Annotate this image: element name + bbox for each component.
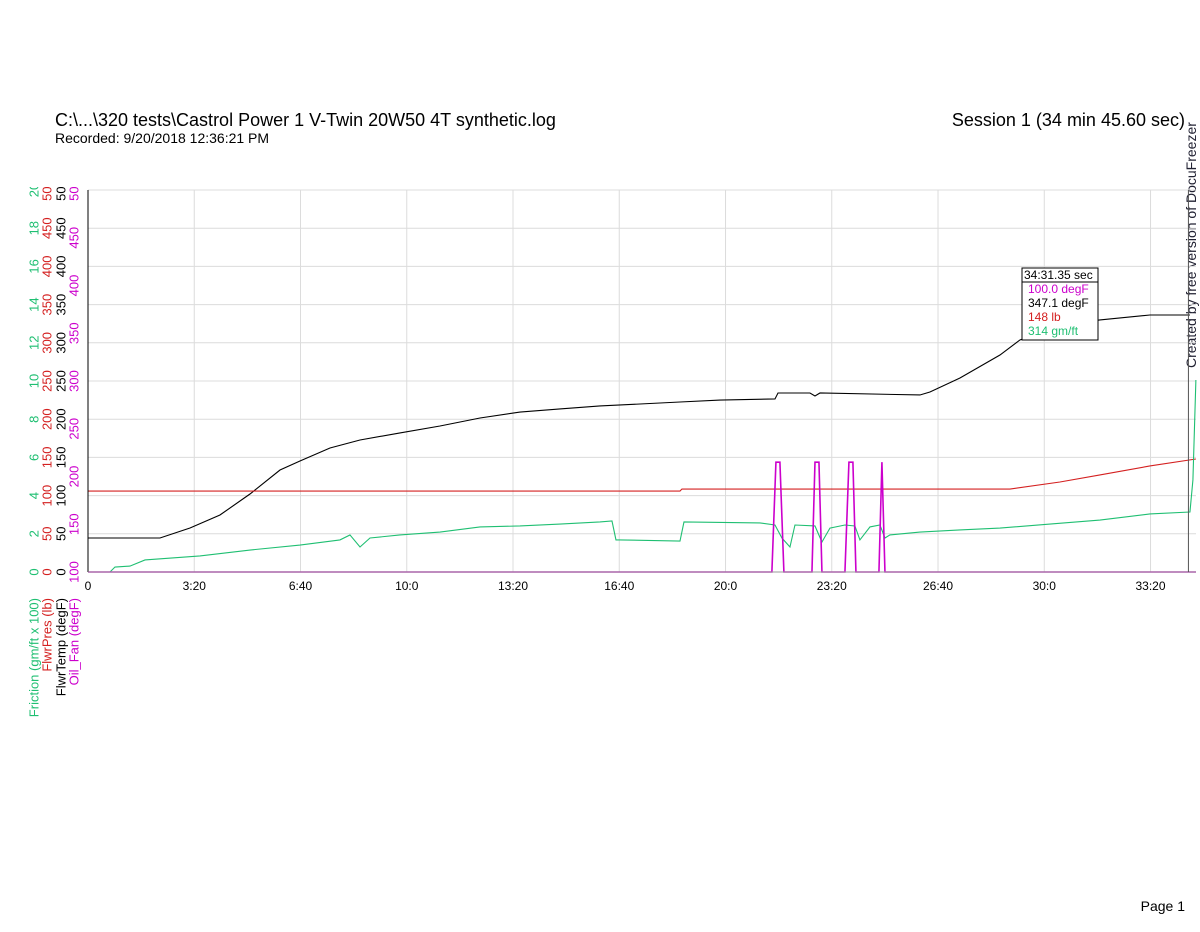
series-line bbox=[88, 458, 1196, 492]
y-tick-label: 300 bbox=[66, 370, 81, 392]
series-line bbox=[88, 380, 1197, 573]
y-tick-label: 100 bbox=[66, 561, 81, 583]
y-axis-title: FlwrPres (lb) bbox=[39, 598, 54, 672]
readout-value: 148 lb bbox=[1028, 310, 1061, 324]
y-tick-labels: 1001502002503003504004505000501001502002… bbox=[26, 179, 81, 583]
y-tick-label: 12 bbox=[26, 336, 41, 350]
grid bbox=[87, 189, 1196, 573]
y-tick-label: 350 bbox=[39, 294, 54, 316]
x-tick-label: 16:40 bbox=[604, 579, 634, 593]
x-tick-label: 13:20 bbox=[498, 579, 528, 593]
y-tick-label: 150 bbox=[39, 447, 54, 469]
y-tick-label: 10 bbox=[26, 374, 41, 388]
readout-value: 314 gm/ft bbox=[1028, 324, 1079, 338]
y-tick-label: 50 bbox=[53, 527, 68, 541]
x-tick-label: 33:20 bbox=[1136, 579, 1166, 593]
y-tick-label: 250 bbox=[39, 370, 54, 392]
series-line bbox=[88, 314, 1190, 539]
y-tick-label: 300 bbox=[39, 332, 54, 354]
y-tick-label: 100 bbox=[53, 485, 68, 507]
y-tick-label: 20 bbox=[26, 183, 41, 197]
readout-value: 347.1 degF bbox=[1028, 296, 1089, 310]
y-tick-label: 2 bbox=[26, 530, 41, 537]
y-tick-label: 100 bbox=[39, 485, 54, 507]
readout-header-box bbox=[1021, 267, 1099, 283]
y-tick-label: 0 bbox=[26, 568, 41, 575]
x-tick-label: 0 bbox=[85, 579, 92, 593]
readout-value: 100.0 degF bbox=[1028, 282, 1089, 296]
y-tick-label: 450 bbox=[53, 217, 68, 239]
x-tick-label: 26:40 bbox=[923, 579, 953, 593]
y-tick-label: 500 bbox=[66, 179, 81, 201]
y-tick-label: 450 bbox=[66, 227, 81, 249]
x-tick-label: 6:40 bbox=[289, 579, 313, 593]
y-tick-label: 400 bbox=[53, 256, 68, 278]
recorded: Recorded: 9/20/2018 12:36:21 PM bbox=[55, 130, 269, 146]
x-tick-label: 10:0 bbox=[395, 579, 419, 593]
y-tick-label: 500 bbox=[53, 179, 68, 201]
y-tick-label: 8 bbox=[26, 416, 41, 423]
y-tick-label: 400 bbox=[39, 256, 54, 278]
y-tick-label: 500 bbox=[39, 179, 54, 201]
y-tick-label: 18 bbox=[26, 221, 41, 235]
watermark: Created by free version of DocuFreezer bbox=[1183, 122, 1199, 368]
x-tick-label: 30:0 bbox=[1033, 579, 1057, 593]
y-tick-label: 300 bbox=[53, 332, 68, 354]
x-tick-label: 20:0 bbox=[714, 579, 738, 593]
y-tick-label: 150 bbox=[66, 513, 81, 535]
y-tick-label: 200 bbox=[39, 408, 54, 430]
series-line bbox=[88, 461, 1196, 573]
y-tick-label: 200 bbox=[53, 408, 68, 430]
y-tick-label: 14 bbox=[26, 297, 41, 311]
y-tick-label: 350 bbox=[53, 294, 68, 316]
y-tick-label: 200 bbox=[66, 466, 81, 488]
y-tick-label: 400 bbox=[66, 275, 81, 297]
y-axis-title: Friction (gm/ft x 100) bbox=[26, 598, 41, 717]
y-tick-label: 350 bbox=[66, 322, 81, 344]
y-tick-label: 250 bbox=[53, 370, 68, 392]
y-tick-label: 150 bbox=[53, 447, 68, 469]
y-tick-label: 0 bbox=[53, 568, 68, 575]
y-tick-label: 4 bbox=[26, 492, 41, 499]
x-tick-label: 3:20 bbox=[183, 579, 207, 593]
y-tick-label: 450 bbox=[39, 217, 54, 239]
readout-time: 34:31.35 sec bbox=[1024, 268, 1093, 282]
y-tick-label: 50 bbox=[39, 527, 54, 541]
y-tick-label: 250 bbox=[66, 418, 81, 440]
log-title: C:\...\320 tests\Castrol Power 1 V-Twin … bbox=[55, 110, 556, 130]
y-axis-title: Oil_Fan (degF) bbox=[66, 598, 81, 685]
x-tick-label: 23:20 bbox=[817, 579, 847, 593]
page-number: Page 1 bbox=[1141, 898, 1186, 914]
y-tick-label: 6 bbox=[26, 454, 41, 461]
overlay: 0 3:20 6:40 10:0 13:20 16:40 20:0 23:20 26:40 30:… bbox=[26, 190, 1196, 717]
y-tick-label: 0 bbox=[39, 568, 54, 575]
y-tick-label: 16 bbox=[26, 259, 41, 273]
y-axis-title: FlwrTemp (degF) bbox=[53, 598, 68, 696]
session: Session 1 (34 min 45.60 sec) bbox=[952, 110, 1185, 130]
